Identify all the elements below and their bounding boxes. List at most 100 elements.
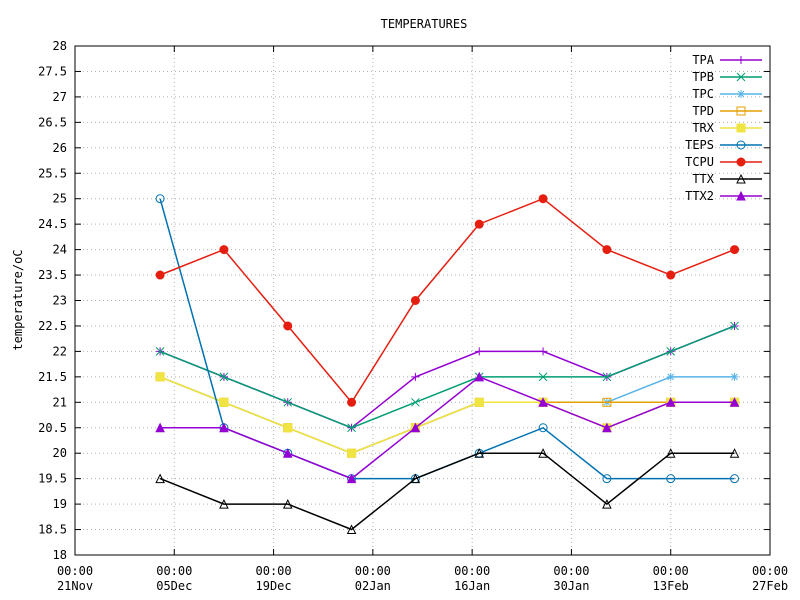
y-tick-label: 23.5 [38, 268, 67, 282]
data-point [474, 397, 484, 407]
data-point [219, 422, 229, 433]
data-point [602, 422, 612, 433]
legend-marker [736, 123, 746, 133]
data-point [666, 347, 676, 356]
y-tick-label: 22.5 [38, 319, 67, 333]
x-tick-date: 02Jan [355, 579, 391, 593]
legend-marker [736, 190, 746, 201]
data-point [539, 347, 548, 356]
data-point [410, 296, 420, 305]
x-tick-date: 05Dec [156, 579, 192, 593]
legend-label: TPD [692, 104, 714, 118]
y-tick-label: 24.5 [38, 217, 67, 231]
data-point [410, 473, 421, 484]
data-point [282, 498, 293, 509]
series-line [159, 197, 735, 404]
legend-item: TCPU [685, 155, 762, 169]
y-tick-label: 27.5 [38, 64, 67, 78]
x-tick-time: 00:00 [57, 564, 93, 578]
x-tick-date: 27Feb [752, 579, 788, 593]
x-tick-time: 00:00 [553, 564, 589, 578]
data-point [155, 347, 165, 356]
legend-item: TPD [692, 104, 762, 118]
y-tick-label: 20 [53, 446, 67, 460]
data-point [155, 473, 165, 484]
y-tick-label: 28 [53, 39, 67, 53]
data-point [666, 474, 676, 484]
data-point [219, 498, 229, 509]
data-point [538, 194, 548, 204]
data-point [283, 397, 293, 407]
data-point [411, 397, 420, 407]
data-point [666, 372, 675, 381]
series-ttx [155, 448, 740, 535]
x-tick-date: 16Jan [454, 579, 490, 593]
series-tpb [155, 321, 739, 433]
chart-title: TEMPERATURES [381, 17, 468, 31]
data-point [155, 372, 165, 382]
data-point [602, 372, 612, 382]
data-point [474, 219, 484, 229]
legend-label: TPB [692, 70, 714, 84]
data-point [602, 498, 612, 509]
data-point [155, 270, 165, 280]
data-point [538, 423, 548, 433]
data-point [347, 423, 356, 433]
y-tick-label: 25.5 [38, 166, 67, 180]
series-tcpu [155, 194, 740, 407]
y-tick-label: 25 [53, 192, 67, 206]
data-point [411, 372, 420, 381]
legend-item: TTX2 [685, 189, 762, 203]
legend-marker [736, 72, 746, 82]
legend-marker [736, 140, 746, 150]
data-point [347, 397, 357, 407]
data-point [219, 245, 229, 255]
y-axis: 18 18.5 19 19.5 20 20.5 21 21.5 22 22.5 23 23.5 24 24… [38, 39, 770, 562]
data-point [346, 524, 357, 535]
x-tick-date: 19Dec [256, 579, 292, 593]
legend-item: TPA [692, 53, 762, 67]
data-point [219, 397, 229, 407]
legend: TPA TPB TPC TPD TRX TEPS TCPU TTX TTX2 [685, 53, 762, 203]
legend-label: TTX [692, 172, 714, 186]
y-tick-label: 23 [53, 294, 67, 308]
data-point [283, 321, 293, 331]
legend-item: TTX [692, 172, 762, 186]
legend-label: TCPU [685, 155, 714, 169]
data-point [665, 448, 676, 458]
y-tick-label: 27 [53, 90, 67, 104]
legend-item: TPB [692, 70, 762, 84]
legend-marker [737, 56, 745, 64]
x-tick-time: 00:00 [156, 564, 192, 578]
data-point [730, 321, 739, 331]
legend-item: TPC [692, 87, 762, 101]
y-axis-label: temperature/oC [11, 249, 25, 350]
legend-marker [737, 90, 745, 98]
data-point [346, 473, 357, 484]
y-tick-label: 18.5 [38, 523, 67, 537]
legend-label: TRX [692, 121, 714, 135]
data-point [474, 371, 485, 382]
legend-marker [736, 157, 746, 167]
series-layer [155, 194, 740, 535]
legend-label: TEPS [685, 138, 714, 152]
x-tick-date: 13Feb [653, 579, 689, 593]
series-line [160, 376, 735, 480]
x-axis: 00:0021Nov00:0005Dec00:0019Dec00:0002Jan… [57, 46, 788, 593]
data-point [729, 448, 740, 458]
data-point [410, 422, 421, 433]
x-tick-time: 00:00 [752, 564, 788, 578]
grid-lines [75, 46, 770, 555]
data-point [602, 245, 612, 255]
series-line [159, 325, 735, 429]
data-point [602, 474, 612, 484]
x-tick-time: 00:00 [454, 564, 490, 578]
data-point [730, 474, 740, 484]
data-point [538, 372, 548, 382]
legend-label: TTX2 [685, 189, 714, 203]
x-tick-time: 00:00 [256, 564, 292, 578]
data-point [538, 397, 548, 407]
x-tick-time: 00:00 [355, 564, 391, 578]
y-tick-label: 20.5 [38, 421, 67, 435]
